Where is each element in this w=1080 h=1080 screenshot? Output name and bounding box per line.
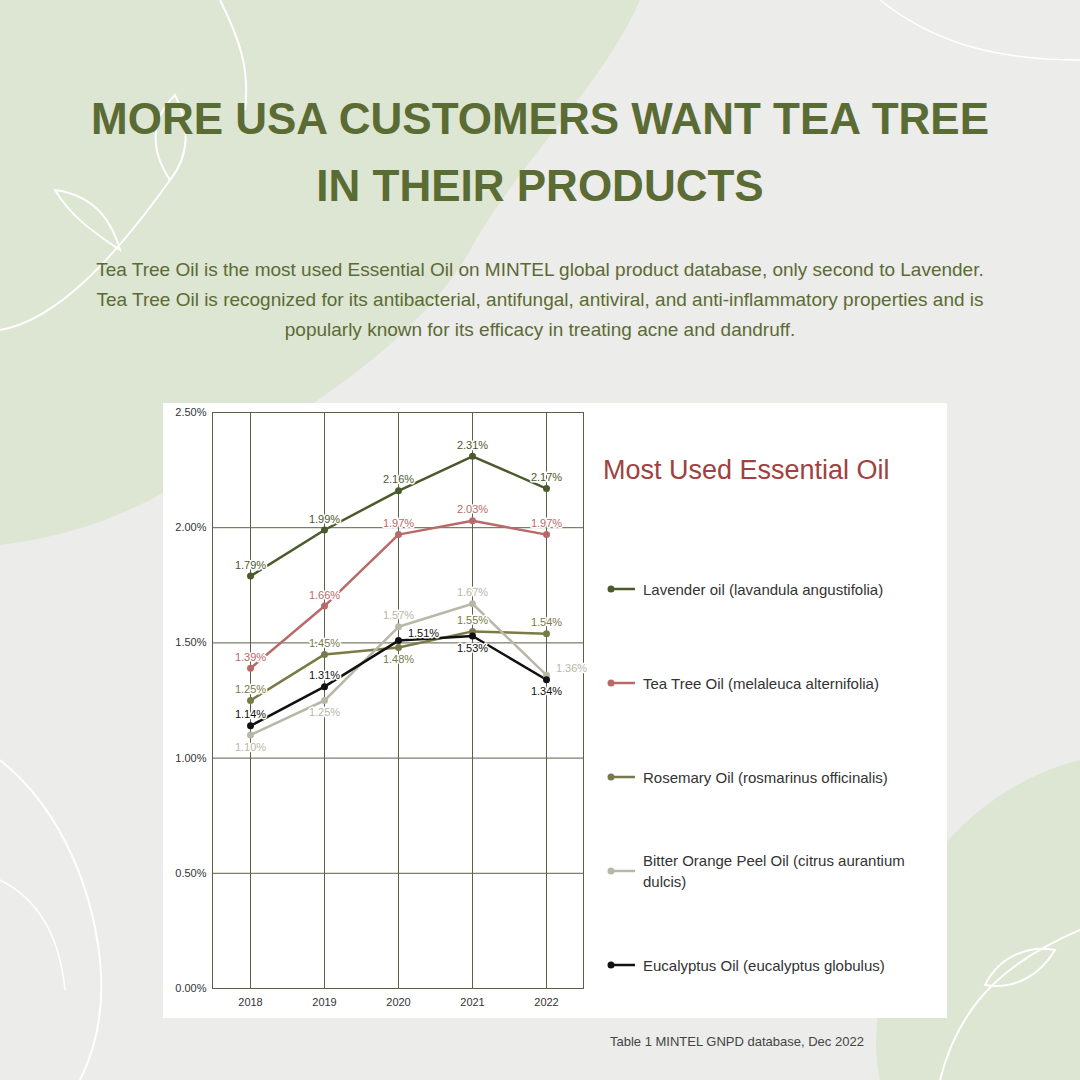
svg-text:2.16%: 2.16% xyxy=(383,473,414,485)
svg-text:1.97%: 1.97% xyxy=(383,517,414,529)
html-text:Bitter Orange Peel Oil (citrus: Bitter Orange Peel Oil (citrus aurantium… xyxy=(643,852,905,890)
svg-text:2.50%: 2.50% xyxy=(175,406,206,418)
svg-text:2018: 2018 xyxy=(238,996,262,1008)
svg-text:2.17%: 2.17% xyxy=(531,471,562,483)
svg-text:1.31%: 1.31% xyxy=(309,669,340,681)
svg-text:2.31%: 2.31% xyxy=(457,439,488,451)
svg-text:1.97%: 1.97% xyxy=(531,517,562,529)
svg-text:1.45%: 1.45% xyxy=(309,637,340,649)
svg-text:1.53%: 1.53% xyxy=(457,642,488,654)
svg-text:1.50%: 1.50% xyxy=(175,636,206,648)
svg-text:1.66%: 1.66% xyxy=(309,589,340,601)
html-text:Tea Tree Oil is the most used: Tea Tree Oil is the most used Essential … xyxy=(96,259,984,340)
svg-text:1.79%: 1.79% xyxy=(235,559,266,571)
svg-text:1.54%: 1.54% xyxy=(531,616,562,628)
svg-text:1.57%: 1.57% xyxy=(383,609,414,621)
svg-text:1.25%: 1.25% xyxy=(309,706,340,718)
html-text:Tea Tree Oil (melaleuca altern: Tea Tree Oil (melaleuca alternifolia) xyxy=(643,674,879,692)
svg-text:2020: 2020 xyxy=(386,996,410,1008)
svg-text:2022: 2022 xyxy=(534,996,558,1008)
svg-text:2019: 2019 xyxy=(312,996,336,1008)
html-text:Eucalyptus Oil (eucalyptus glo: Eucalyptus Oil (eucalyptus globulus) xyxy=(643,956,885,974)
svg-text:1.10%: 1.10% xyxy=(235,741,266,753)
html-text:Table 1 MINTEL GNPD database,: Table 1 MINTEL GNPD database, Dec 2022 xyxy=(610,1034,864,1049)
svg-text:2.03%: 2.03% xyxy=(457,503,488,515)
svg-text:1.67%: 1.67% xyxy=(457,586,488,598)
svg-text:1.51%: 1.51% xyxy=(408,627,439,639)
svg-text:0.00%: 0.00% xyxy=(175,982,206,994)
svg-text:1.25%: 1.25% xyxy=(235,683,266,695)
svg-text:1.48%: 1.48% xyxy=(383,653,414,665)
svg-text:0.50%: 0.50% xyxy=(175,867,206,879)
html-text:Lavender oil (lavandula angust: Lavender oil (lavandula angustifolia) xyxy=(643,580,884,598)
svg-text:1.99%: 1.99% xyxy=(309,513,340,525)
svg-text:1.00%: 1.00% xyxy=(175,752,206,764)
svg-text:1.36%: 1.36% xyxy=(556,662,587,674)
svg-text:2.00%: 2.00% xyxy=(175,521,206,533)
svg-text:2021: 2021 xyxy=(460,996,484,1008)
html-text:MORE USA CUSTOMERS WANT TEA TR: MORE USA CUSTOMERS WANT TEA TREE IN THEI… xyxy=(91,94,989,210)
html-text:Rosemary Oil (rosmarinus offic: Rosemary Oil (rosmarinus officinalis) xyxy=(643,768,888,786)
svg-text:1.55%: 1.55% xyxy=(457,614,488,626)
svg-text:1.14%: 1.14% xyxy=(235,708,266,720)
svg-text:1.39%: 1.39% xyxy=(235,651,266,663)
html-text:Most Used Essential Oil: Most Used Essential Oil xyxy=(603,455,890,485)
svg-text:1.34%: 1.34% xyxy=(531,685,562,697)
